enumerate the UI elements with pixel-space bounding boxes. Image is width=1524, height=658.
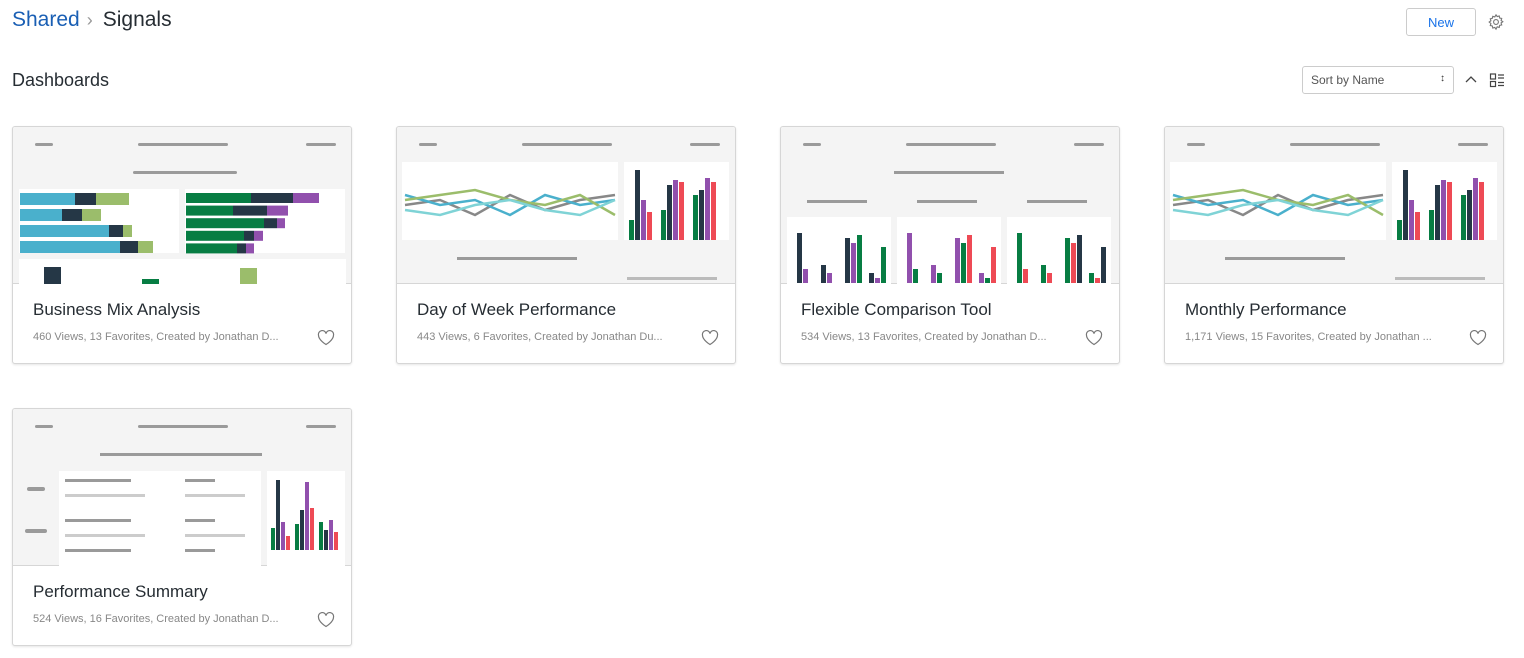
gear-icon[interactable]: [1487, 13, 1505, 31]
sort-select[interactable]: Sort by Name ↕: [1302, 66, 1454, 94]
heart-icon[interactable]: [317, 330, 335, 346]
dashboard-thumbnail: [13, 409, 351, 566]
dashboard-meta: 534 Views, 13 Favorites, Created by Jona…: [801, 331, 1047, 343]
chevron-right-icon: ›: [86, 9, 93, 30]
dashboard-title[interactable]: Business Mix Analysis: [33, 300, 201, 319]
dashboard-title[interactable]: Day of Week Performance: [417, 300, 617, 319]
sort-value: Sort by Name: [1311, 73, 1385, 87]
list-view-icon[interactable]: [1489, 72, 1505, 88]
dashboard-title[interactable]: Flexible Comparison Tool: [801, 300, 992, 319]
dashboard-card[interactable]: Flexible Comparison Tool 534 Views, 13 F…: [780, 126, 1120, 364]
new-button[interactable]: New: [1406, 8, 1476, 36]
dashboard-thumbnail: [397, 127, 735, 284]
dashboard-meta: 1,171 Views, 15 Favorites, Created by Jo…: [1185, 331, 1432, 343]
dashboard-title[interactable]: Monthly Performance: [1185, 300, 1347, 319]
dashboard-card[interactable]: Monthly Performance 1,171 Views, 15 Favo…: [1164, 126, 1504, 364]
page-title: Signals: [102, 8, 172, 31]
breadcrumb-shared-link[interactable]: Shared: [12, 8, 80, 31]
heart-icon[interactable]: [317, 612, 335, 628]
dashboard-meta: 443 Views, 6 Favorites, Created by Jonat…: [417, 331, 663, 343]
dashboard-card[interactable]: Day of Week Performance 443 Views, 6 Fav…: [396, 126, 736, 364]
dashboard-thumbnail: [1165, 127, 1503, 284]
heart-icon[interactable]: [1085, 330, 1103, 346]
breadcrumb: Shared › Signals: [12, 8, 172, 32]
dashboard-card[interactable]: Business Mix Analysis 460 Views, 13 Favo…: [12, 126, 352, 364]
dashboard-meta: 524 Views, 16 Favorites, Created by Jona…: [33, 613, 279, 625]
dashboard-meta: 460 Views, 13 Favorites, Created by Jona…: [33, 331, 279, 343]
chevron-up-icon[interactable]: [1464, 72, 1478, 86]
heart-icon[interactable]: [701, 330, 719, 346]
select-arrows-icon: ↕: [1440, 73, 1445, 84]
dashboard-title[interactable]: Performance Summary: [33, 582, 208, 601]
section-title: Dashboards: [12, 70, 110, 90]
dashboard-card[interactable]: Performance Summary 524 Views, 16 Favori…: [12, 408, 352, 646]
dashboard-thumbnail: [781, 127, 1119, 284]
heart-icon[interactable]: [1469, 330, 1487, 346]
dashboard-thumbnail: [13, 127, 351, 284]
